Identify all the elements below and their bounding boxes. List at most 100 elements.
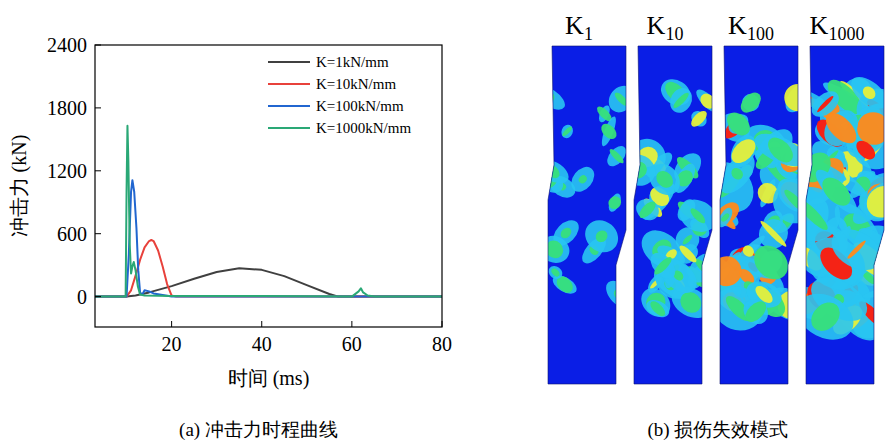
damage-blob [697, 91, 718, 112]
damage-blob [750, 127, 811, 173]
damage-blob [648, 299, 668, 319]
damage-blob [853, 137, 879, 163]
damage-blob [782, 187, 809, 214]
legend-label: K=1kN/mm [316, 54, 389, 70]
damage-blob [720, 212, 731, 223]
x-tick-label: 80 [432, 333, 452, 355]
damage-blobs [530, 81, 639, 314]
damage-blob [542, 237, 567, 262]
damage-blobs [774, 71, 894, 349]
damage-blob [637, 199, 659, 221]
damage-blobs [616, 74, 724, 324]
damage-blob [674, 240, 702, 268]
y-tick [95, 296, 101, 297]
damage-blob [742, 298, 770, 326]
legend-label: K=1000kN/mm [316, 120, 411, 136]
damage-blob [559, 123, 574, 140]
legend-swatch [268, 61, 310, 63]
damage-blob [616, 149, 660, 192]
damage-blob [674, 193, 722, 238]
damage-column [616, 46, 724, 384]
damage-blob [550, 267, 561, 278]
damage-blob [593, 228, 610, 245]
y-tick [95, 233, 101, 234]
damage-blob [706, 250, 748, 292]
damage-blob [543, 162, 562, 181]
damage-blob [790, 285, 862, 349]
series-line [95, 268, 442, 296]
legend-swatch [268, 127, 310, 129]
damage-blob [688, 108, 709, 129]
damage-blob [681, 233, 694, 246]
damage-blob [740, 243, 756, 259]
damage-blob [860, 179, 894, 224]
damage-blob [817, 104, 865, 153]
y-tick [95, 107, 101, 108]
damage-blob [632, 195, 663, 225]
damage-blob [715, 206, 735, 230]
damage-blob [846, 239, 867, 260]
damage-blob [606, 194, 624, 212]
series-line [95, 240, 442, 297]
damage-blob [613, 90, 630, 107]
damage-column [774, 46, 894, 384]
damage-blob [810, 164, 862, 218]
y-tick-label: 2400 [47, 34, 87, 56]
column-label: K1 [565, 11, 593, 44]
column-outline [720, 46, 798, 384]
damage-blob [533, 154, 573, 188]
x-tick-label: 40 [252, 333, 272, 355]
damage-blob [860, 84, 878, 102]
legend-label: K=100kN/mm [316, 98, 404, 114]
damage-blob [599, 115, 619, 148]
damage-blob [542, 90, 557, 105]
damage-blob [816, 95, 835, 114]
x-tick [442, 321, 443, 327]
damage-blob [546, 263, 565, 281]
column-outline [806, 46, 884, 384]
damage-blob [677, 243, 698, 264]
damage-blob [671, 91, 690, 110]
damage-blob [806, 297, 846, 337]
damage-blob [856, 174, 894, 228]
y-tick [95, 45, 101, 46]
damage-blob [567, 162, 599, 196]
y-tick [95, 170, 101, 171]
column-label: K10 [647, 11, 684, 44]
damage-blob [817, 172, 855, 210]
series-group [95, 126, 442, 297]
y-axis-title: 冲击力 (kN) [8, 135, 31, 238]
x-tick [351, 321, 352, 327]
damage-blob [601, 276, 639, 314]
damage-blob [688, 206, 707, 225]
column-label: K1000 [810, 11, 865, 44]
plot-frame [95, 45, 442, 327]
figure: 060012001800240020406080时间 (ms)冲击力 (kN)K… [0, 0, 894, 447]
series-line [95, 126, 442, 297]
legend-swatch [268, 83, 310, 85]
damage-blob [821, 108, 862, 149]
damage-blob [646, 248, 680, 283]
column-outline [634, 46, 712, 384]
damage-blob [606, 192, 623, 214]
series-line [95, 180, 442, 296]
damage-blob [579, 213, 625, 259]
x-tick-label: 20 [162, 333, 182, 355]
damage-blob [738, 294, 773, 329]
caption: (a) 冲击力时程曲线 [179, 419, 338, 441]
damage-blob [846, 71, 893, 115]
x-tick [261, 321, 262, 327]
y-tick-label: 1200 [47, 160, 87, 182]
damage-blob [535, 231, 573, 267]
damage-blob [824, 221, 888, 278]
damage-blob [713, 198, 744, 229]
damage-blob [763, 133, 797, 167]
y-tick-label: 600 [57, 223, 87, 245]
damage-blob [530, 81, 569, 115]
damage-blob [666, 84, 697, 117]
damage-blob [598, 121, 619, 142]
damage-blob [561, 125, 573, 137]
column-outline [548, 46, 626, 384]
damage-blob [644, 297, 672, 321]
legend-label: K=10kN/mm [316, 76, 396, 92]
